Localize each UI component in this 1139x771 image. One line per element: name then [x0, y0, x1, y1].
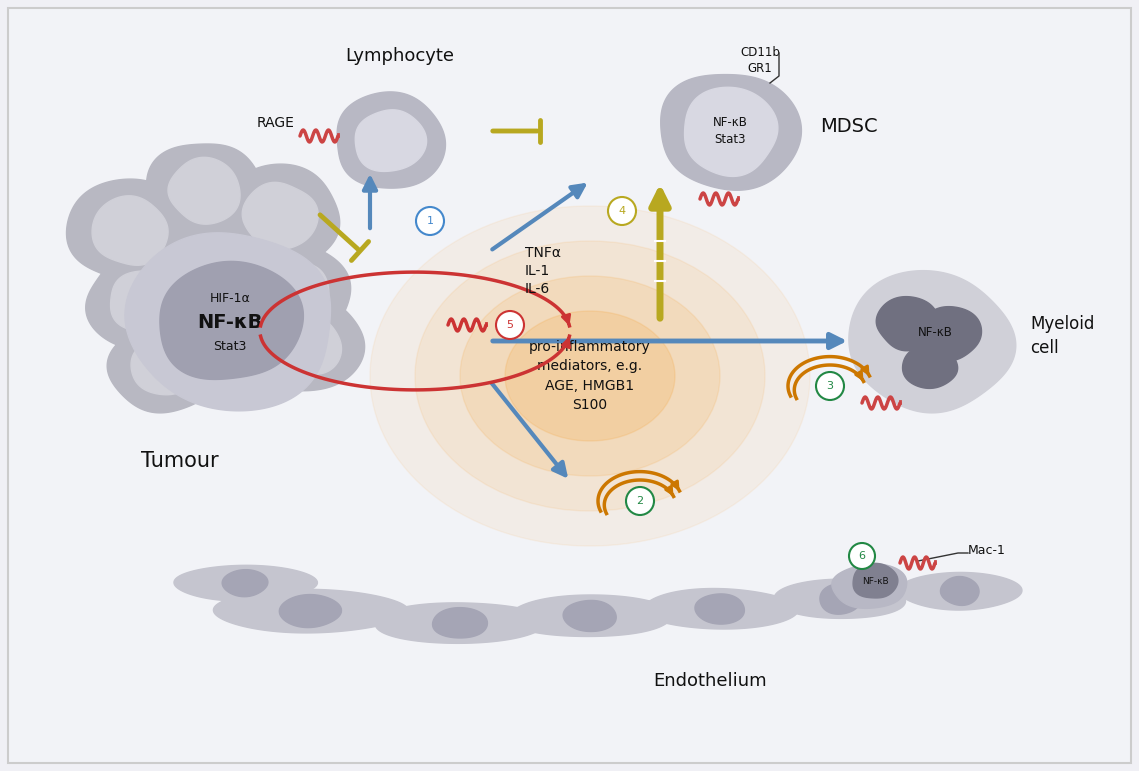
Text: Endothelium: Endothelium: [653, 672, 767, 690]
Text: Tumour: Tumour: [141, 451, 219, 471]
Circle shape: [816, 372, 844, 400]
Polygon shape: [85, 251, 202, 350]
Polygon shape: [204, 326, 277, 387]
Polygon shape: [941, 577, 980, 605]
Polygon shape: [66, 179, 192, 284]
Polygon shape: [174, 565, 318, 601]
Polygon shape: [563, 601, 616, 631]
Polygon shape: [185, 308, 295, 406]
Polygon shape: [261, 263, 329, 325]
Text: 1: 1: [426, 216, 434, 226]
Ellipse shape: [505, 311, 675, 441]
Text: MDSC: MDSC: [820, 116, 878, 136]
Text: NF-κB: NF-κB: [918, 326, 952, 339]
Polygon shape: [219, 164, 339, 269]
Polygon shape: [433, 608, 487, 638]
Text: Stat3: Stat3: [213, 341, 247, 353]
Text: Myeloid
cell: Myeloid cell: [1030, 315, 1095, 357]
Polygon shape: [159, 261, 303, 379]
Text: 6: 6: [859, 551, 866, 561]
Polygon shape: [107, 320, 220, 412]
Polygon shape: [222, 570, 268, 597]
Polygon shape: [156, 231, 281, 332]
Polygon shape: [92, 196, 169, 265]
Ellipse shape: [415, 241, 765, 511]
Polygon shape: [337, 92, 445, 188]
Polygon shape: [279, 316, 342, 375]
Polygon shape: [685, 87, 778, 177]
Text: CD11b: CD11b: [740, 46, 780, 59]
Polygon shape: [241, 244, 351, 340]
Polygon shape: [243, 183, 318, 250]
Circle shape: [608, 197, 636, 225]
Polygon shape: [661, 75, 802, 190]
Polygon shape: [169, 157, 240, 224]
Polygon shape: [110, 271, 181, 332]
Polygon shape: [355, 109, 427, 171]
Polygon shape: [642, 588, 798, 629]
Circle shape: [495, 311, 524, 339]
Polygon shape: [508, 595, 672, 637]
Text: 5: 5: [507, 320, 514, 330]
Polygon shape: [902, 343, 958, 389]
FancyBboxPatch shape: [8, 8, 1131, 763]
Text: 2: 2: [637, 496, 644, 506]
Polygon shape: [899, 572, 1022, 610]
Polygon shape: [775, 579, 906, 618]
Text: TNFα
IL-1
IL-6: TNFα IL-1 IL-6: [525, 246, 562, 296]
Polygon shape: [279, 594, 342, 628]
Text: NF-κB: NF-κB: [862, 577, 888, 585]
Text: GR1: GR1: [747, 62, 772, 75]
Text: Mac-1: Mac-1: [968, 544, 1006, 557]
Circle shape: [849, 543, 875, 569]
Polygon shape: [695, 594, 745, 624]
Text: 3: 3: [827, 381, 834, 391]
Polygon shape: [849, 271, 1016, 412]
Text: Lymphocyte: Lymphocyte: [345, 47, 454, 65]
Polygon shape: [820, 584, 861, 614]
Text: RAGE: RAGE: [257, 116, 295, 130]
Polygon shape: [918, 307, 982, 361]
Polygon shape: [375, 603, 547, 643]
Polygon shape: [147, 144, 264, 241]
Polygon shape: [876, 297, 940, 351]
Polygon shape: [831, 564, 907, 608]
Ellipse shape: [460, 276, 720, 476]
Text: 4: 4: [618, 206, 625, 216]
Text: NF-κB
Stat3: NF-κB Stat3: [713, 116, 747, 146]
Polygon shape: [256, 298, 364, 391]
Polygon shape: [131, 337, 198, 395]
Circle shape: [416, 207, 444, 235]
Text: HIF-1α: HIF-1α: [210, 292, 251, 305]
Text: pro-inflammatory
mediators, e.g.
AGE, HMGB1
S100: pro-inflammatory mediators, e.g. AGE, HM…: [530, 340, 650, 412]
Polygon shape: [853, 564, 898, 598]
Ellipse shape: [370, 206, 810, 546]
Polygon shape: [213, 589, 409, 633]
Polygon shape: [182, 247, 260, 314]
Polygon shape: [125, 233, 330, 411]
Circle shape: [626, 487, 654, 515]
Text: NF-κB: NF-κB: [197, 314, 263, 332]
